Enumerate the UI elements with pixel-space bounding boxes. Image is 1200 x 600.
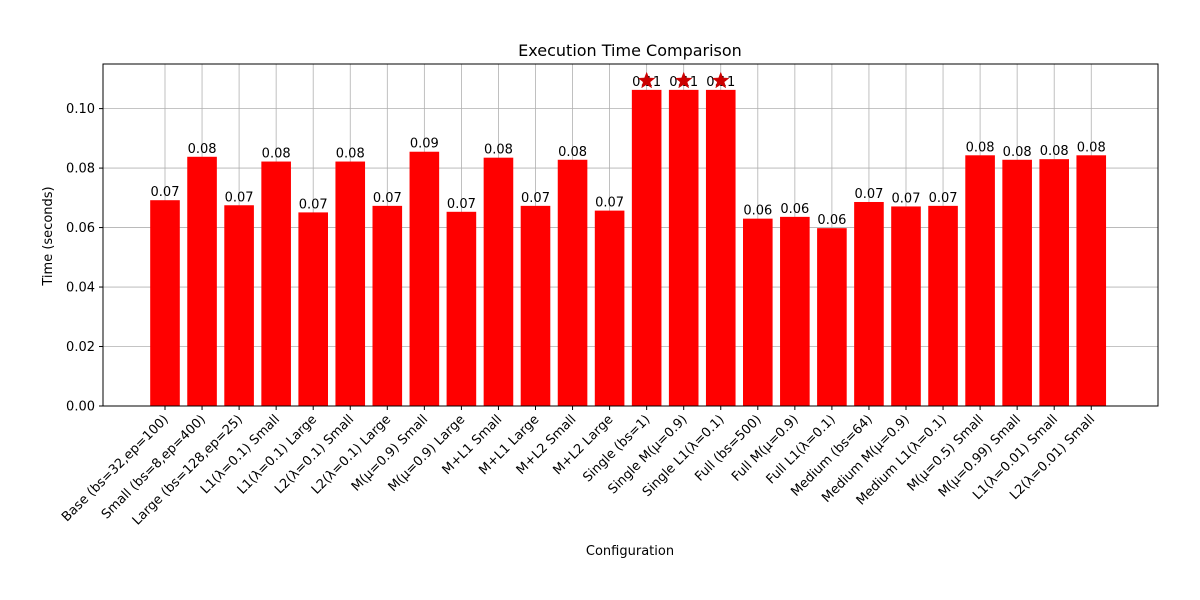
star-marker [711,71,730,89]
bar-value-label: 0.07 [595,196,624,211]
bar-value-label: 0.07 [892,191,921,206]
bar [187,156,217,406]
y-axis-title: Time (seconds) [41,186,56,286]
bar [668,89,699,406]
bar [1002,159,1032,406]
bar-value-label: 0.07 [521,191,550,206]
bar-value-label: 0.07 [373,191,402,206]
bar [372,205,403,406]
bar-value-label: 0.07 [299,197,328,212]
bar-value-label: 0.07 [447,197,476,212]
bars [150,89,1107,406]
bar [298,212,328,406]
data-labels: 0.07 0.08 0.07 0.08 0.07 0.08 0.07 0.09 0.07 0.08… [151,75,1106,228]
star-markers [637,71,730,89]
bar [780,216,810,406]
bar-value-label: 0.06 [743,204,772,219]
star-marker [674,71,693,89]
y-tick-label: 0.02 [66,340,95,355]
bar [705,89,736,406]
plot-frame [102,63,1159,407]
bar-value-label: 0.08 [558,145,587,160]
bar [483,157,514,406]
bar [520,205,551,406]
bar-value-label: 0.09 [410,137,439,152]
bar [891,206,921,406]
bar-value-label: 0.07 [225,190,254,205]
bar-value-label: 0.06 [780,202,809,217]
bar [150,200,180,406]
bar [928,205,958,406]
bar-value-label: 0.08 [262,147,291,162]
bar-value-label: 0.08 [336,147,365,162]
bar-value-label: 0.08 [966,140,995,155]
bar-value-label: 0.07 [854,187,883,202]
bar [631,89,662,406]
bar-value-label: 0.07 [151,185,180,200]
star-marker [637,71,656,89]
bar [817,228,847,406]
bar [557,159,588,406]
bar [409,151,440,406]
y-tick-label: 0.04 [66,281,95,296]
bar [224,205,254,406]
bar-value-label: 0.07 [929,191,958,206]
bar-value-label: 0.08 [1077,140,1106,155]
x-axis: Base (bs=32,ep=100)Small (bs=8,ep=400)La… [59,406,1098,528]
chart-title: Execution Time Comparison [518,41,742,60]
bar-value-label: 0.08 [1040,144,1069,159]
bar [594,210,625,406]
bar [1039,159,1069,406]
grid [103,64,1158,407]
y-axis: 0.00 0.02 0.04 0.06 0.08 0.10 [66,102,103,415]
bar [261,161,291,406]
y-tick-label: 0.10 [66,102,95,117]
bar-value-label: 0.08 [484,143,513,158]
bar [965,155,995,406]
y-tick-label: 0.08 [66,162,95,177]
bar [446,211,477,406]
bar-value-label: 0.08 [188,142,217,157]
bar-value-label: 0.08 [1003,145,1032,160]
bar [335,161,366,406]
bar-value-label: 0.06 [817,213,846,228]
bar [854,201,884,406]
y-tick-label: 0.06 [66,221,95,236]
bar [743,218,773,406]
bar [1076,155,1107,406]
x-axis-title: Configuration [586,544,674,559]
y-tick-label: 0.00 [66,400,95,415]
